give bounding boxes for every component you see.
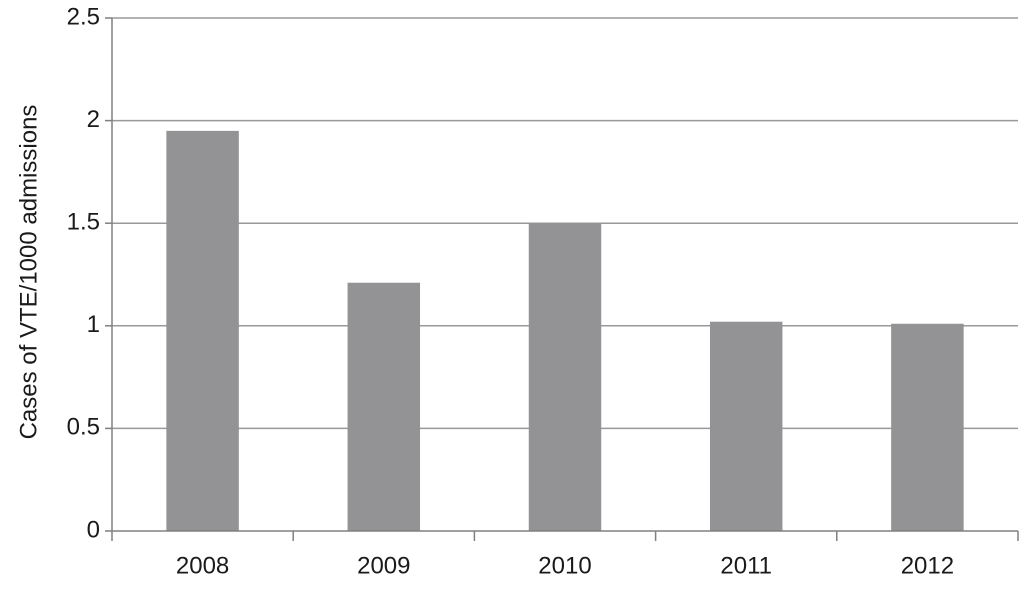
bar <box>891 323 964 531</box>
y-tick-label: 1.5 <box>67 209 100 236</box>
y-axis-label: Cases of VTE/1000 admissions <box>15 105 42 440</box>
bar <box>347 282 421 531</box>
x-tick-label: 2010 <box>538 552 591 579</box>
y-tick-label: 0.5 <box>67 414 100 441</box>
y-tick-label: 2.5 <box>67 3 100 30</box>
y-tick-label: 1 <box>87 311 100 338</box>
bar <box>166 130 239 532</box>
y-tick-label: 0 <box>87 516 100 543</box>
x-tick-label: 2008 <box>176 552 229 579</box>
x-tick-label: 2011 <box>720 552 772 579</box>
y-tick-label: 2 <box>87 106 100 133</box>
x-tick-label: 2009 <box>357 552 410 579</box>
x-tick-label: 2012 <box>901 552 954 579</box>
bar <box>709 321 783 531</box>
bar <box>528 223 602 531</box>
